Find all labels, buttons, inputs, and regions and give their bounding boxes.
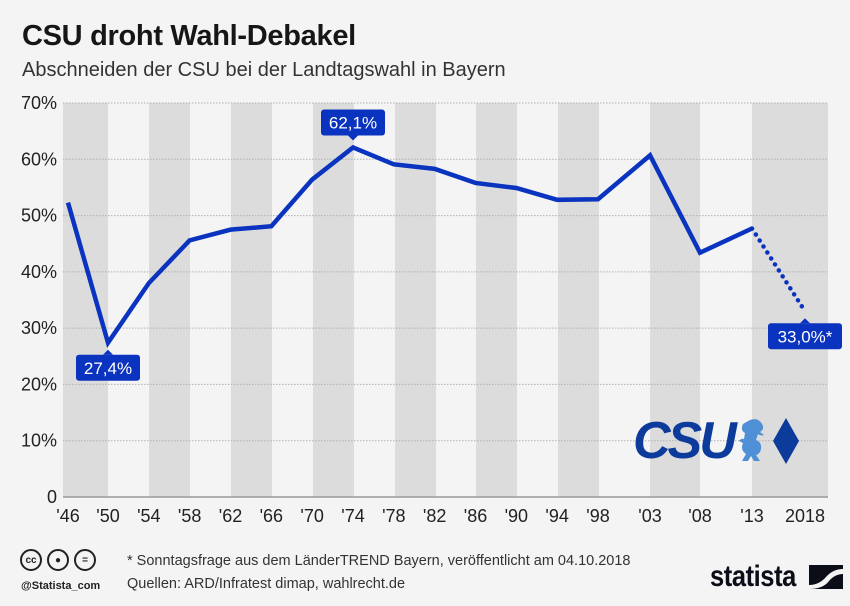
x-tick-label: '58 xyxy=(178,506,201,526)
footnote: * Sonntagsfrage aus dem LänderTREND Baye… xyxy=(127,553,631,569)
projection-line xyxy=(749,226,808,314)
lion-icon xyxy=(738,419,764,461)
source-note: Quellen: ARD/Infratest dimap, wahlrecht.… xyxy=(127,576,406,592)
data-label: 62,1% xyxy=(321,109,385,141)
x-tick-label: '62 xyxy=(219,506,242,526)
data-label: 33,0%* xyxy=(768,318,842,350)
csu-logo-text: CSU xyxy=(633,412,737,470)
statista-handle: @Statista_com xyxy=(21,580,101,592)
data-label-pointer xyxy=(348,135,358,141)
data-label-box xyxy=(768,323,842,350)
x-tick-label: '70 xyxy=(300,506,323,526)
no-derivatives-icon: = xyxy=(74,549,96,571)
x-tick-label: '90 xyxy=(505,506,528,526)
x-tick-label: '82 xyxy=(423,506,446,526)
x-tick-label: '08 xyxy=(688,506,711,526)
y-axis-ticks: 0 10% 20% 30% 40% 50% 60% 70% xyxy=(21,93,57,507)
x-tick-label: '13 xyxy=(740,506,763,526)
x-axis-ticks: '46 '50 '54 '58 '62 '66 '70 '74 '78 '82 '86 '90 '94 '… xyxy=(56,506,825,526)
attribution-icon: ● xyxy=(47,549,69,571)
data-label-text: 33,0%* xyxy=(778,327,833,346)
cc-icon: cc xyxy=(20,549,42,571)
band-2 xyxy=(149,103,190,497)
y-tick-label: 10% xyxy=(21,431,57,451)
x-tick-label: '03 xyxy=(638,506,661,526)
series-csu xyxy=(65,144,808,349)
license-icons: cc ● = xyxy=(20,549,96,571)
y-tick-label: 70% xyxy=(21,93,57,113)
x-tick-label: '66 xyxy=(260,506,283,526)
x-tick-label: '50 xyxy=(96,506,119,526)
band-4 xyxy=(231,103,272,497)
x-tick-label: '98 xyxy=(586,506,609,526)
x-tick-label: '94 xyxy=(545,506,568,526)
band-8 xyxy=(395,103,436,497)
csu-logo: CSU xyxy=(633,415,800,467)
x-tick-label: '46 xyxy=(56,506,79,526)
data-labels: 27,4% 62,1% 33,0%* xyxy=(76,109,842,381)
y-tick-label: 40% xyxy=(21,262,57,282)
x-tick-label: 2018 xyxy=(785,506,825,526)
y-tick-label: 0 xyxy=(47,487,57,507)
data-label-box xyxy=(321,109,385,136)
x-tick-label: '86 xyxy=(464,506,487,526)
band-6 xyxy=(313,103,354,497)
diamond-icon xyxy=(772,418,799,464)
data-label-pointer xyxy=(800,318,810,324)
x-tick-label: '74 xyxy=(341,506,364,526)
band-10 xyxy=(476,103,517,497)
data-label-text: 27,4% xyxy=(84,359,132,378)
data-label-text: 62,1% xyxy=(329,113,377,132)
y-tick-label: 60% xyxy=(21,149,57,169)
band-0 xyxy=(63,103,108,497)
statista-logo-icon xyxy=(809,565,844,589)
data-label-pointer xyxy=(103,349,113,355)
y-tick-label: 20% xyxy=(21,374,57,394)
band-12 xyxy=(558,103,599,497)
chart-title: CSU droht Wahl-Debakel xyxy=(22,20,356,52)
y-tick-label: 50% xyxy=(21,206,57,226)
data-label-box xyxy=(76,354,140,381)
y-tick-label: 30% xyxy=(21,318,57,338)
x-tick-label: '54 xyxy=(137,506,160,526)
data-label: 27,4% xyxy=(76,349,140,381)
chart-subtitle: Abschneiden der CSU bei der Landtagswahl… xyxy=(22,59,506,81)
statista-brand: statista xyxy=(710,560,844,594)
gridlines xyxy=(63,102,828,442)
statista-logo-text: statista xyxy=(710,560,796,593)
x-tick-label: '78 xyxy=(382,506,405,526)
